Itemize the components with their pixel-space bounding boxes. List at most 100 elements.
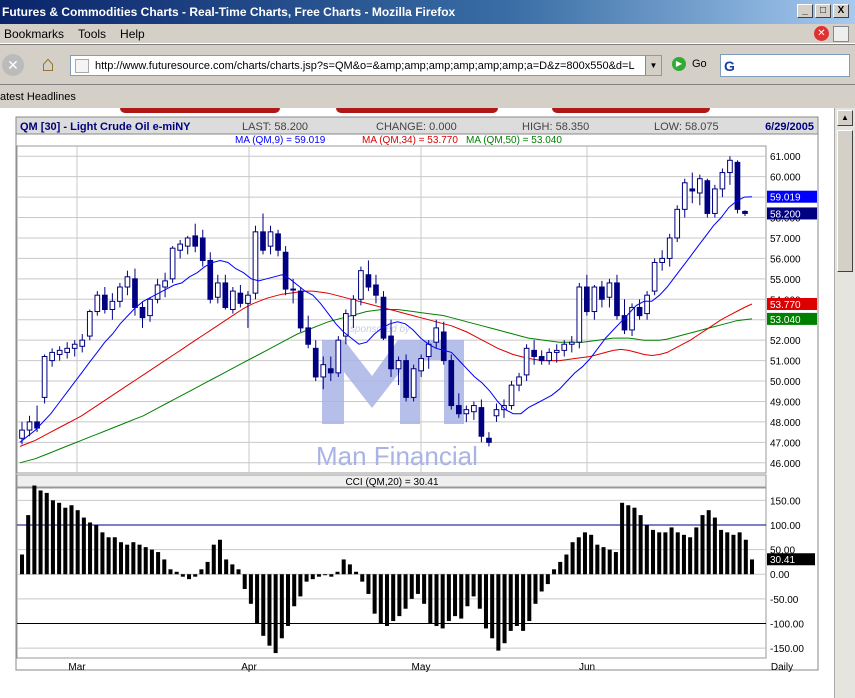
cci-bar bbox=[230, 564, 235, 575]
cci-bar bbox=[81, 517, 86, 575]
cci-bar bbox=[731, 534, 736, 575]
cci-tick-label: 150.00 bbox=[770, 496, 801, 507]
cci-tick-label: -150.00 bbox=[770, 644, 804, 655]
cci-bar bbox=[63, 507, 68, 575]
candle-body bbox=[659, 257, 665, 263]
throbber-icon bbox=[833, 26, 849, 42]
price-tick-label: 60.000 bbox=[770, 173, 801, 184]
menu-tools[interactable]: Tools bbox=[78, 26, 107, 41]
home-icon[interactable]: ⌂ bbox=[41, 51, 55, 76]
candle-body bbox=[275, 233, 281, 251]
cci-bar bbox=[100, 532, 105, 575]
cci-tick-label: -50.00 bbox=[770, 595, 799, 606]
candle-body bbox=[199, 237, 206, 261]
cci-bar bbox=[737, 532, 742, 575]
cci-bar bbox=[453, 574, 458, 617]
candle-body bbox=[230, 290, 236, 310]
cci-bar bbox=[446, 574, 451, 622]
close-button[interactable]: X bbox=[833, 4, 849, 18]
stop-icon[interactable]: ✕ bbox=[814, 26, 829, 41]
minimize-button[interactable]: _ bbox=[797, 4, 813, 18]
cci-tick-label: 100.00 bbox=[770, 521, 801, 532]
menu-help[interactable]: Help bbox=[120, 26, 145, 41]
candle-body bbox=[448, 360, 455, 407]
candle-body bbox=[599, 286, 605, 300]
price-tick-label: 61.000 bbox=[770, 152, 801, 163]
cci-bar bbox=[44, 492, 49, 575]
url-bar[interactable]: ▼ bbox=[70, 55, 662, 76]
candle-body bbox=[742, 210, 748, 214]
cci-bar bbox=[521, 574, 526, 631]
cci-bar bbox=[527, 574, 532, 622]
page-icon bbox=[75, 58, 89, 73]
candle-body bbox=[493, 409, 500, 417]
cci-bar bbox=[626, 505, 631, 575]
candle-body bbox=[305, 327, 312, 345]
price-tick-label: 46.000 bbox=[770, 459, 801, 470]
window-titlebar: Futures & Commodities Charts - Real-Time… bbox=[0, 0, 855, 24]
candle-body bbox=[689, 188, 696, 192]
cci-bar bbox=[217, 539, 222, 575]
cci-bar bbox=[415, 574, 420, 594]
candle-body bbox=[290, 288, 296, 291]
cci-bar bbox=[434, 574, 439, 626]
candle-body bbox=[681, 182, 688, 210]
scroll-thumb[interactable] bbox=[837, 130, 853, 272]
url-input[interactable] bbox=[95, 59, 635, 72]
candle-body bbox=[531, 349, 537, 358]
cci-bar bbox=[576, 537, 581, 575]
cci-bar bbox=[706, 510, 711, 575]
candle-body bbox=[19, 429, 25, 439]
candle-body bbox=[320, 364, 327, 378]
candle-body bbox=[350, 298, 357, 317]
cci-bar bbox=[582, 532, 587, 575]
cci-bar bbox=[378, 574, 383, 624]
stop-button[interactable]: ✕ bbox=[2, 54, 24, 76]
search-box[interactable]: G bbox=[720, 54, 850, 77]
go-button[interactable]: ▶ Go bbox=[672, 57, 707, 71]
site-tab[interactable] bbox=[552, 108, 710, 113]
cci-bar bbox=[397, 574, 402, 617]
cci-bar bbox=[681, 534, 686, 575]
vertical-scrollbar[interactable]: ▲ bbox=[834, 108, 855, 698]
candle-body bbox=[102, 294, 108, 311]
cci-bar bbox=[459, 574, 464, 619]
cci-bar bbox=[613, 552, 618, 575]
maximize-button[interactable]: □ bbox=[815, 4, 831, 18]
candle-body bbox=[327, 368, 334, 374]
scroll-up-icon[interactable]: ▲ bbox=[837, 110, 853, 126]
cci-bar bbox=[57, 502, 62, 575]
cci-bar bbox=[620, 502, 625, 575]
candle-body bbox=[94, 294, 101, 313]
cci-bar bbox=[286, 574, 291, 626]
cci-bar bbox=[193, 574, 198, 577]
cci-bar bbox=[267, 574, 272, 646]
ma34-legend: MA (QM,34) = 53.770 bbox=[362, 135, 458, 146]
cci-bar bbox=[162, 559, 167, 575]
candle-body bbox=[584, 286, 590, 313]
cci-bar bbox=[224, 559, 229, 575]
cci-bar bbox=[657, 532, 662, 575]
cci-bar bbox=[316, 574, 321, 577]
cci-bar bbox=[137, 544, 142, 575]
site-tab[interactable] bbox=[120, 108, 280, 113]
cci-bar bbox=[601, 547, 606, 575]
candle-body bbox=[508, 384, 515, 407]
candle-body bbox=[463, 409, 470, 415]
ma9-line bbox=[19, 196, 753, 443]
candle-body bbox=[237, 292, 244, 304]
cci-bar bbox=[323, 574, 328, 576]
bookmark-latest-headlines[interactable]: atest Headlines bbox=[0, 90, 76, 103]
candle-body bbox=[297, 290, 304, 329]
candle-body bbox=[516, 376, 522, 386]
price-tick-label: 52.000 bbox=[770, 336, 801, 347]
cci-bar bbox=[589, 534, 594, 575]
candle-body bbox=[71, 343, 78, 349]
cci-bar bbox=[131, 542, 136, 575]
url-dropdown-icon[interactable]: ▼ bbox=[645, 56, 661, 75]
watermark-text: Man Financial bbox=[316, 441, 478, 471]
site-tab[interactable] bbox=[336, 108, 498, 113]
cci-bar bbox=[205, 561, 210, 575]
menu-bookmarks[interactable]: Bookmarks bbox=[4, 26, 65, 41]
candle-body bbox=[674, 208, 681, 239]
